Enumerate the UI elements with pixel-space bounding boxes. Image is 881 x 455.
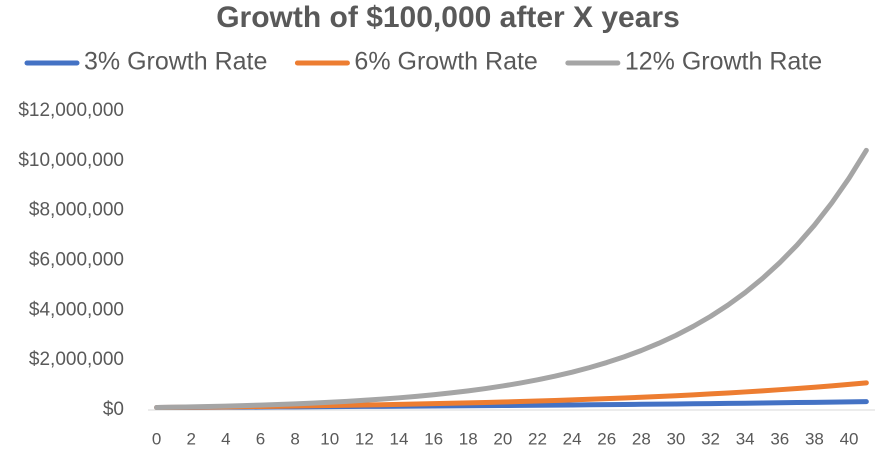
x-tick-label: 22 (528, 429, 547, 448)
x-tick-label: 16 (424, 429, 443, 448)
x-tick-label: 12 (355, 429, 374, 448)
series-line (154, 147, 869, 411)
y-tick-label: $12,000,000 (18, 100, 124, 121)
x-tick-label: 28 (632, 429, 651, 448)
y-tick-label: $2,000,000 (29, 349, 124, 370)
y-tick-label: $6,000,000 (29, 250, 124, 271)
x-tick-label: 4 (221, 429, 230, 448)
x-tick-label: 0 (152, 429, 161, 448)
x-tick-label: 34 (736, 429, 755, 448)
x-tick-label: 18 (459, 429, 478, 448)
chart-title: Growth of $100,000 after X years (216, 1, 680, 34)
x-tick-label: 8 (290, 429, 299, 448)
x-tick-label: 14 (390, 429, 409, 448)
y-tick-label: $10,000,000 (18, 150, 124, 171)
y-tick-label: $8,000,000 (29, 200, 124, 221)
x-tick-label: 26 (597, 429, 616, 448)
x-tick-label: 6 (256, 429, 265, 448)
x-tick-label: 38 (805, 429, 824, 448)
x-tick-label: 30 (666, 429, 685, 448)
x-tick-label: 36 (770, 429, 789, 448)
legend-label: 12% Growth Rate (625, 48, 822, 76)
x-tick-label: 10 (320, 429, 339, 448)
x-tick-label: 2 (187, 429, 196, 448)
y-tick-label: $4,000,000 (29, 299, 124, 320)
legend-label: 6% Growth Rate (354, 48, 537, 76)
legend-label: 3% Growth Rate (84, 48, 267, 76)
x-tick-label: 20 (493, 429, 512, 448)
x-tick-label: 24 (563, 429, 582, 448)
x-tick-label: 32 (701, 429, 720, 448)
y-tick-label: $0 (103, 399, 124, 420)
x-tick-label: 40 (840, 429, 859, 448)
